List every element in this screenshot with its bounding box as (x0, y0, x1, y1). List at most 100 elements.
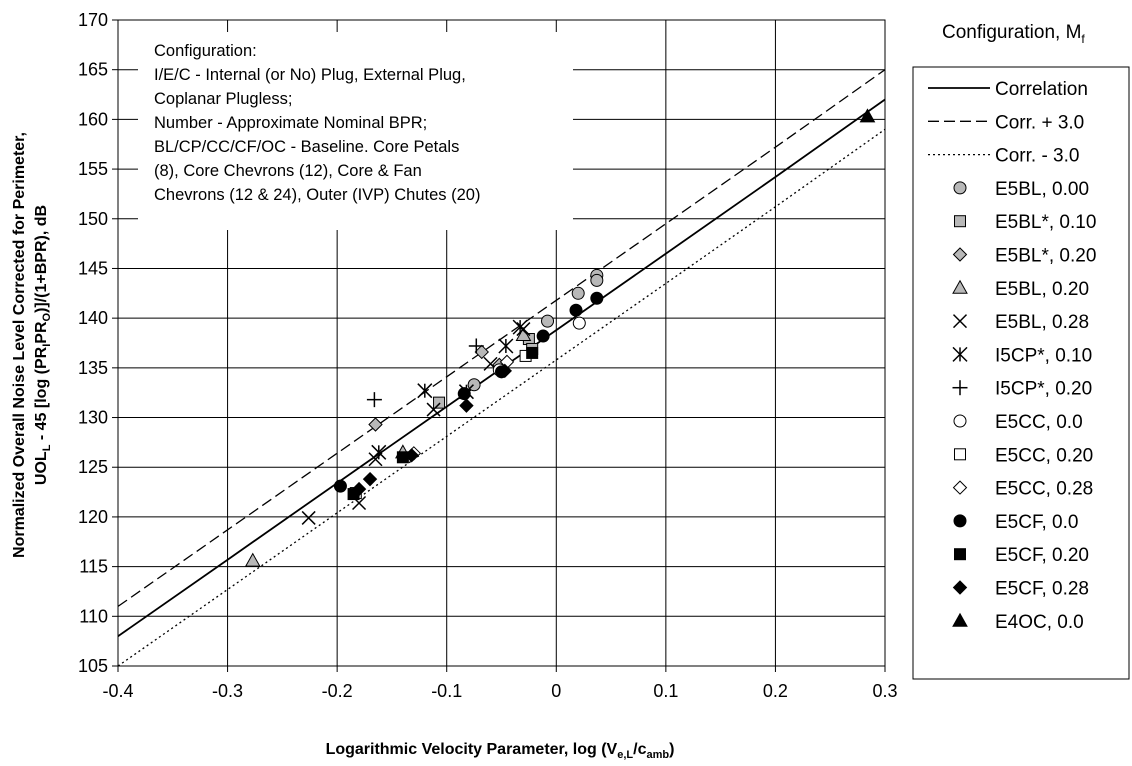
annotation-line-3: Number - Approximate Nominal BPR; (154, 114, 427, 132)
legend-label: E5CF, 0.0 (995, 512, 1078, 533)
legend-label: E5BL*, 0.20 (995, 246, 1096, 267)
y-axis-title-line-1: Normalized Overall Noise Level Corrected… (11, 132, 28, 558)
legend-marker (952, 279, 968, 294)
data-point (572, 316, 586, 330)
legend-label: I5CP*, 0.10 (995, 345, 1092, 366)
legend-entries: Correlation Corr. + 3.0 Corr. - 3.0 E5BL, 0… (928, 79, 1096, 633)
x-axis-title: Logarithmic Velocity Parameter, log (Ve,… (326, 741, 675, 761)
data-point (417, 383, 433, 399)
data-point (569, 303, 583, 317)
legend-label: E5CC, 0.0 (995, 412, 1083, 433)
legend-marker (952, 480, 968, 495)
legend-marker (952, 612, 968, 627)
data-point (433, 396, 446, 409)
legend-marker (954, 548, 966, 561)
annotation-line-6: Chevrons (12 & 24), Outer (IVP) Chutes (… (154, 186, 480, 204)
data-point (426, 402, 441, 417)
y-axis-title-line-2: UOLL - 45 [log (PRIPRO)]/(1+BPR), dB (33, 205, 53, 485)
data-point (368, 452, 383, 467)
data-point (512, 319, 528, 335)
data-points (244, 108, 876, 567)
annotation-line-4: BL/CP/CC/CF/OC - Baseline. Core Petals (154, 138, 459, 156)
data-point (371, 444, 387, 460)
data-point (498, 338, 514, 354)
legend-title: Configuration, Mf (942, 22, 1085, 46)
data-point (541, 314, 555, 328)
legend-label: E5CC, 0.28 (995, 479, 1093, 500)
annotation-line-1: I/E/C - Internal (or No) Plug, External … (154, 66, 466, 84)
legend-marker (953, 514, 967, 528)
data-point (536, 329, 550, 343)
legend-label: Correlation (995, 79, 1088, 100)
x-tick-label: -0.3 (212, 681, 243, 701)
x-tick-label: 0.2 (763, 681, 788, 701)
legend-label: E5CC, 0.20 (995, 445, 1093, 466)
x-tick-label: 0.1 (653, 681, 678, 701)
legend-marker (952, 380, 968, 396)
data-point (474, 344, 489, 360)
legend-marker (952, 314, 968, 329)
data-point (368, 417, 383, 432)
legend-marker (952, 247, 968, 262)
legend-label: Corr. - 3.0 (995, 146, 1079, 167)
x-tick-label: -0.2 (322, 681, 353, 701)
legend-label: Corr. + 3.0 (995, 112, 1084, 133)
y-tick-label: 105 (78, 656, 108, 676)
legend-marker (954, 215, 966, 228)
x-tick-label: -0.4 (102, 681, 133, 701)
legend-marker (953, 181, 967, 195)
y-tick-label: 150 (78, 209, 108, 229)
y-tick-label: 145 (78, 258, 108, 278)
legend-marker (952, 346, 968, 362)
legend: Correlation Corr. + 3.0 Corr. - 3.0 E5BL, 0… (912, 66, 1130, 680)
legend-label: E5CF, 0.20 (995, 545, 1089, 566)
plot-area-border (117, 19, 886, 667)
data-point (333, 479, 347, 493)
legend-label: E5CF, 0.28 (995, 579, 1089, 600)
y-tick-label: 135 (78, 358, 108, 378)
x-tick-label: 0.3 (872, 681, 897, 701)
grid-lines (112, 19, 886, 672)
annotation-line-5: (8), Core Chevrons (12), Core & Fan (154, 162, 422, 180)
annotation-box: Configuration: I/E/C - Internal (or No) … (138, 32, 573, 230)
data-point (571, 286, 585, 300)
legend-label: I5CP*, 0.20 (995, 379, 1092, 400)
legend-label: E4OC, 0.0 (995, 612, 1084, 633)
data-point (516, 322, 531, 337)
data-point (404, 448, 419, 463)
data-point (468, 338, 484, 354)
annotation-line-0: Configuration: (154, 42, 257, 60)
data-point (301, 510, 316, 525)
data-point (362, 471, 378, 487)
x-tick-label: 0 (551, 681, 561, 701)
data-point (457, 387, 471, 401)
x-tick-labels: -0.4 -0.3 -0.2 -0.1 0 0.1 0.2 0.3 (102, 681, 897, 701)
legend-marker (953, 414, 967, 428)
data-point (497, 363, 512, 379)
data-point (459, 398, 474, 413)
annotation-background (138, 32, 573, 230)
legend-marker (952, 580, 968, 595)
legend-marker (954, 448, 966, 461)
legend-label: E5BL, 0.28 (995, 312, 1089, 333)
y-tick-label: 140 (78, 308, 108, 328)
data-point (351, 481, 367, 497)
line-dashed (117, 69, 886, 607)
legend-label: E5BL*, 0.10 (995, 212, 1096, 233)
y-tick-label: 165 (78, 60, 108, 80)
y-tick-label: 160 (78, 109, 108, 129)
data-point (859, 108, 876, 123)
annotation-line-2: Coplanar Plugless; (154, 90, 293, 108)
data-point (244, 552, 261, 567)
y-tick-label: 130 (78, 408, 108, 428)
data-point (590, 273, 604, 287)
legend-box (912, 66, 1130, 680)
data-point (590, 291, 604, 305)
y-tick-label: 120 (78, 507, 108, 527)
y-tick-label: 115 (79, 557, 108, 577)
y-tick-label: 110 (79, 606, 108, 626)
y-tick-label: 125 (78, 457, 108, 477)
data-point (526, 346, 539, 359)
y-tick-label: 155 (78, 159, 108, 179)
